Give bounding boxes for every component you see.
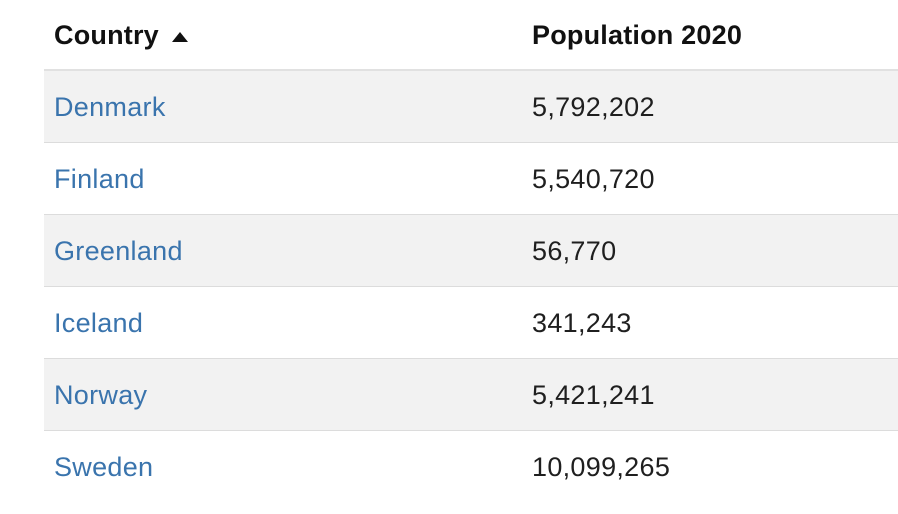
population-value: 5,540,720	[532, 163, 655, 194]
table-row: Sweden 10,099,265	[44, 431, 898, 503]
population-value: 5,421,241	[532, 379, 655, 410]
population-value: 10,099,265	[532, 451, 671, 482]
country-link[interactable]: Iceland	[54, 307, 144, 338]
country-link[interactable]: Greenland	[54, 235, 183, 266]
column-header-country[interactable]: Country	[54, 0, 188, 71]
column-header-country-label: Country	[54, 20, 159, 50]
column-header-population-label: Population 2020	[532, 20, 743, 50]
table-row: Greenland 56,770	[44, 215, 898, 287]
country-link[interactable]: Finland	[54, 163, 145, 194]
table-row: Norway 5,421,241	[44, 359, 898, 431]
table-row: Finland 5,540,720	[44, 143, 898, 215]
country-link[interactable]: Denmark	[54, 91, 166, 122]
table-row: Iceland 341,243	[44, 287, 898, 359]
population-value: 56,770	[532, 235, 617, 266]
population-value: 341,243	[532, 307, 632, 338]
population-value: 5,792,202	[532, 91, 655, 122]
column-header-population[interactable]: Population 2020	[532, 0, 742, 71]
population-table: Country Population 2020 Denmark 5,792,20…	[44, 0, 898, 503]
country-link[interactable]: Sweden	[54, 451, 154, 482]
table-row: Denmark 5,792,202	[44, 71, 898, 143]
table-header-row: Country Population 2020	[44, 0, 898, 71]
sort-ascending-icon[interactable]	[171, 31, 188, 42]
country-link[interactable]: Norway	[54, 379, 148, 410]
